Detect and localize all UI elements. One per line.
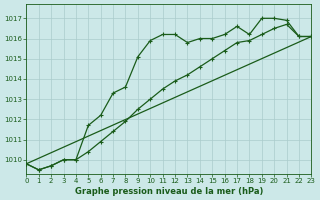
X-axis label: Graphe pression niveau de la mer (hPa): Graphe pression niveau de la mer (hPa) <box>75 187 263 196</box>
